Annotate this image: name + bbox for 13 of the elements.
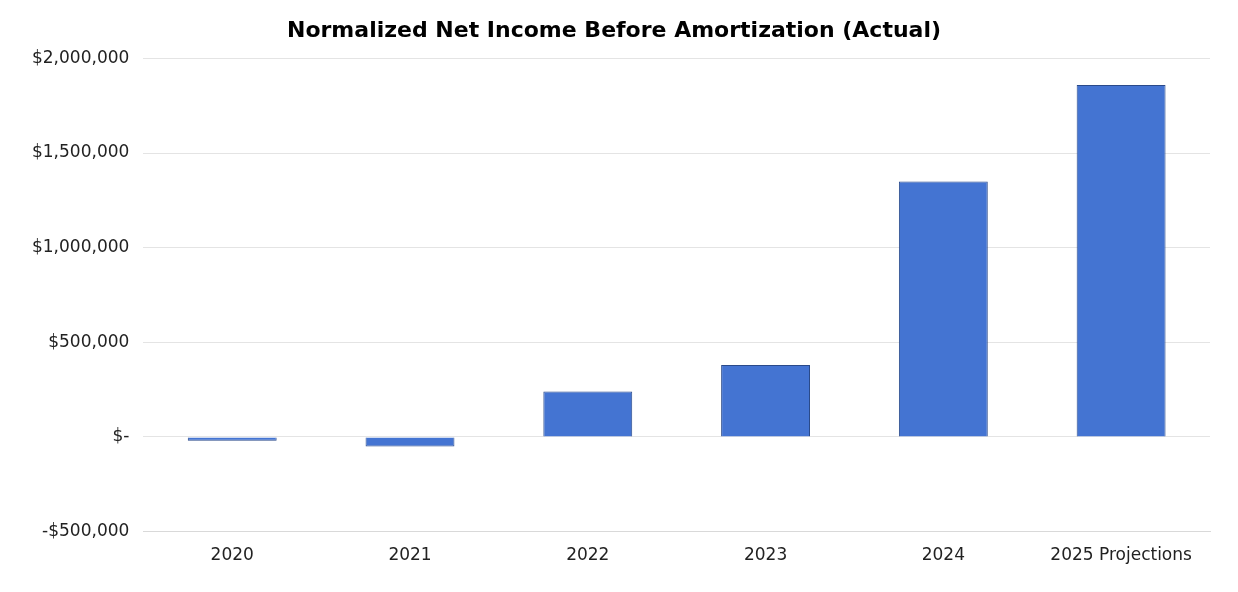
y-tick-label: $500,000 [48, 330, 130, 351]
x-tick-label: 2020 [210, 544, 254, 565]
y-tick-label: $1,500,000 [31, 141, 130, 162]
y-tick-label: $- [112, 425, 130, 446]
chart-title: Normalized Net Income Before Amortization (Actual) [286, 16, 942, 42]
x-tick-label: 2025 Projections [1050, 544, 1193, 565]
y-tick-label: -$500,000 [42, 520, 130, 541]
x-tick-label: 2023 [743, 544, 788, 565]
x-tick-label: 2022 [566, 544, 610, 565]
y-tick-label: $2,000,000 [31, 46, 130, 67]
x-tick-label: 2024 [921, 544, 965, 565]
y-tick-label: $1,000,000 [31, 236, 130, 257]
x-tick-label: 2021 [388, 544, 432, 565]
